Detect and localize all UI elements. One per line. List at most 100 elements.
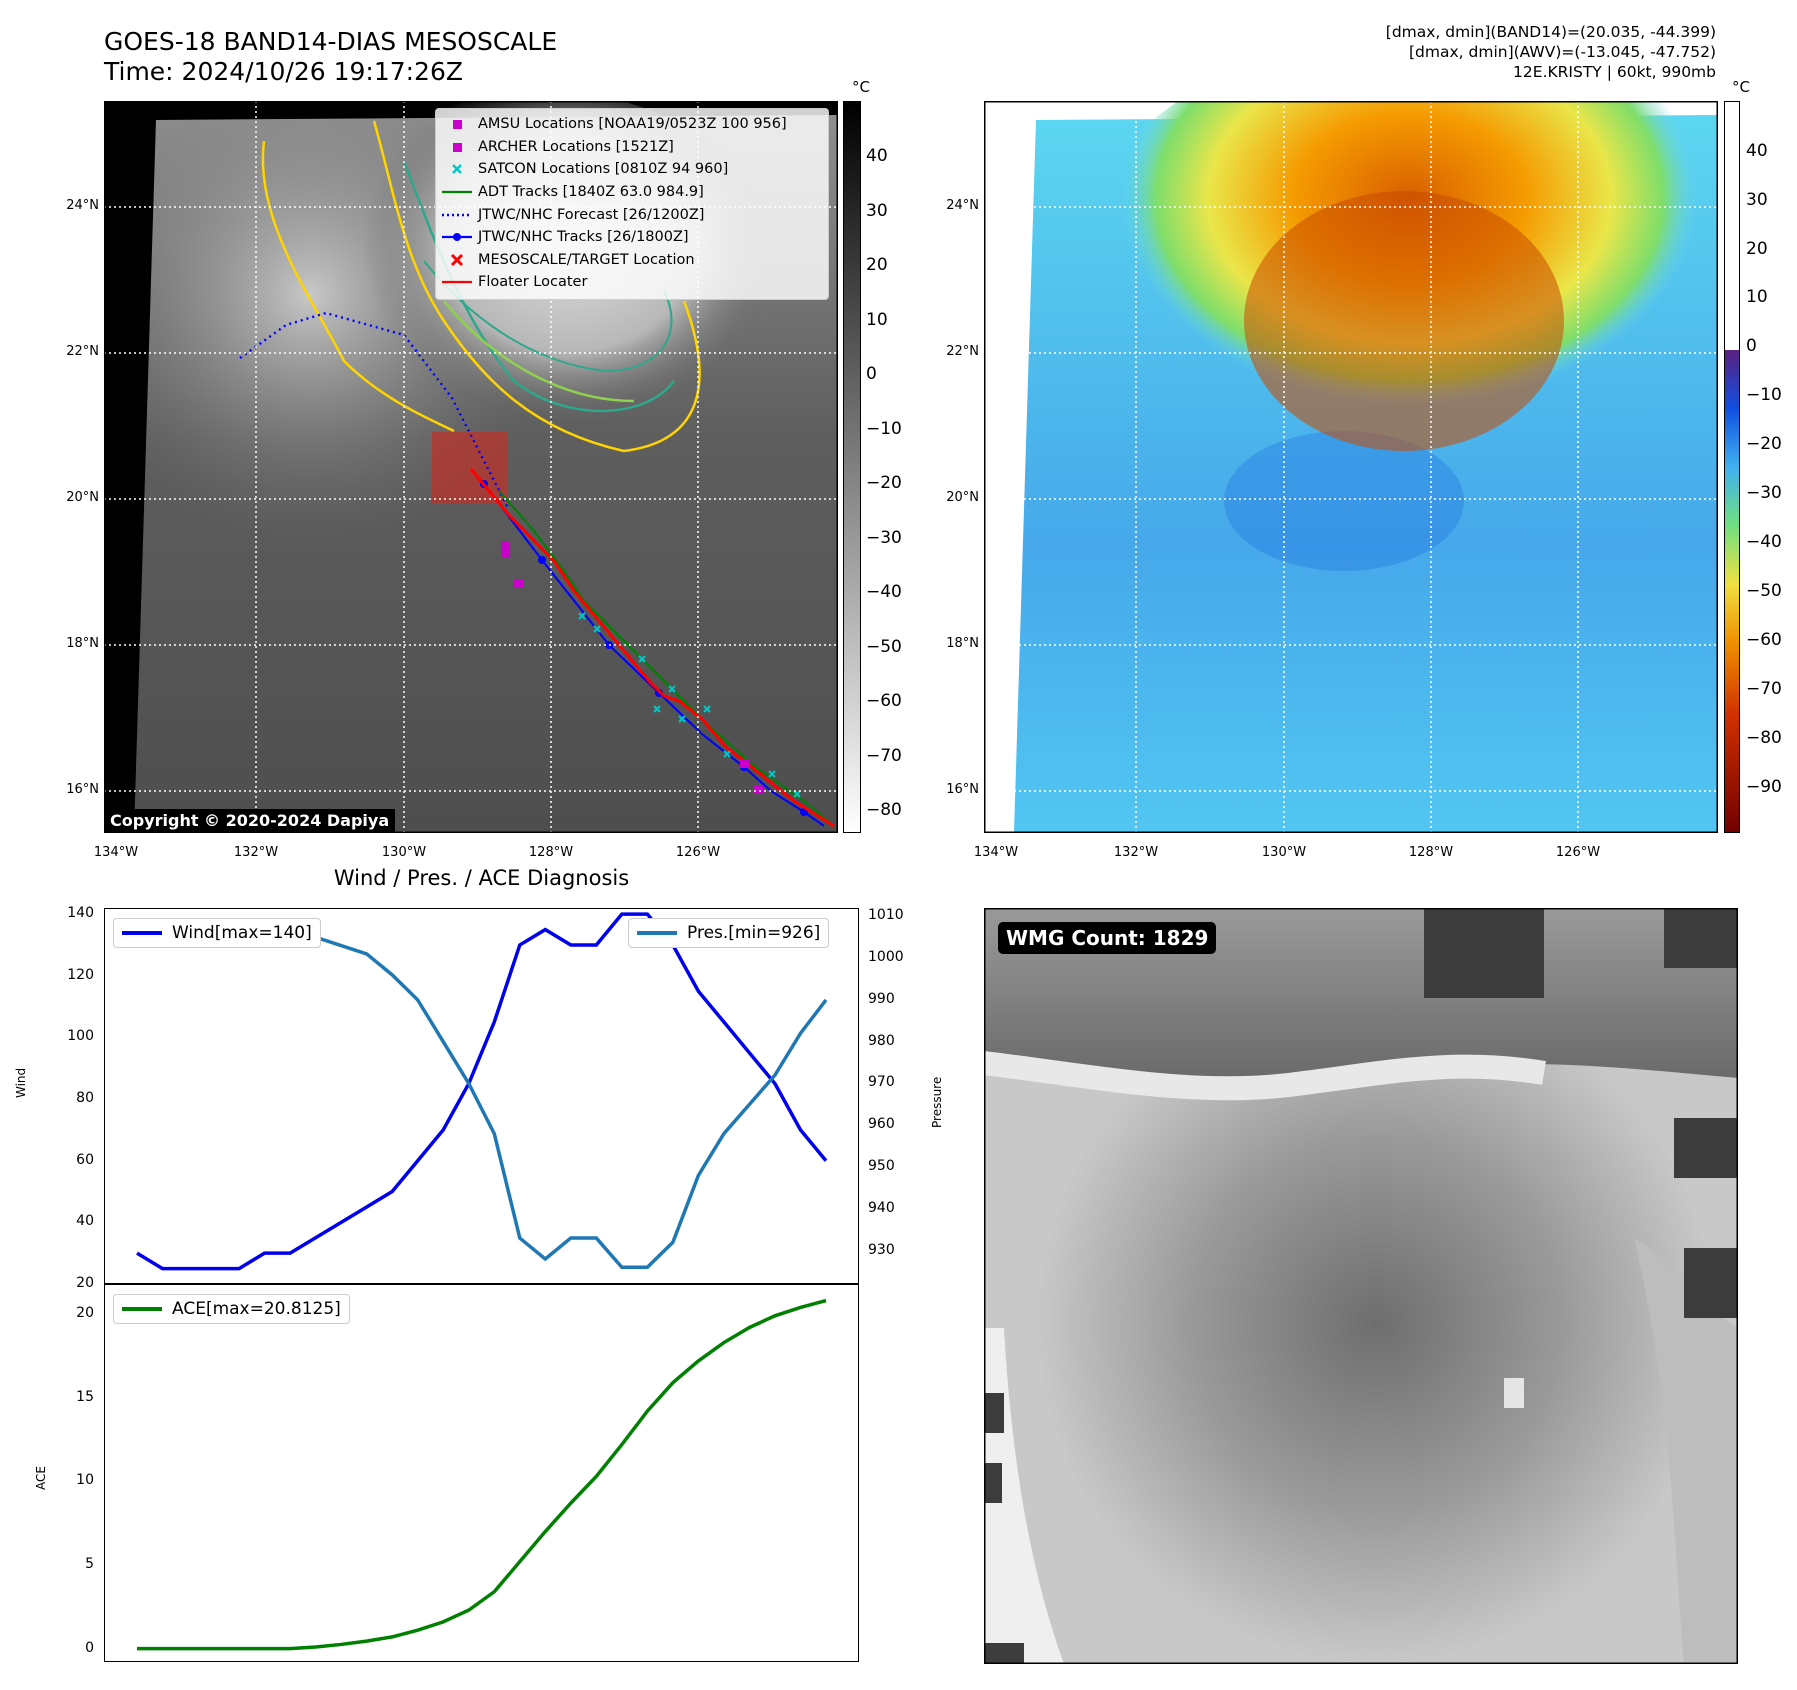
legend-entry: SATCON Locations [0810Z 94 960] xyxy=(436,158,828,181)
pressure-axis-label: Pressure xyxy=(930,1076,944,1128)
pressure-tick-label: 960 xyxy=(868,1116,895,1133)
awv-colorbar-tick: −30 xyxy=(1746,483,1782,503)
awv-range: [dmax, dmin](AWV)=(-13.045, -47.752) xyxy=(1409,43,1716,61)
ir-colorbar xyxy=(843,101,861,833)
pressure-tick-label: 990 xyxy=(868,990,895,1007)
pressure-legend-label: Pres.[min=926] xyxy=(687,923,821,943)
lat-tick-label: 18°N xyxy=(946,636,979,651)
awv-colorbar-tick: −60 xyxy=(1746,630,1782,650)
lat-tick-label: 16°N xyxy=(66,782,99,797)
lat-tick-label: 20°N xyxy=(66,490,99,505)
legend-symbol-x xyxy=(436,249,478,271)
ace-series-line xyxy=(137,1298,827,1651)
lat-tick-label: 16°N xyxy=(946,782,979,797)
wmg-panel xyxy=(984,908,1738,1664)
lat-tick-label: 20°N xyxy=(946,490,979,505)
legend-symbol-dotted xyxy=(436,204,478,226)
pressure-legend: Pres.[min=926] xyxy=(628,918,830,948)
ir-colorbar-tick: 20 xyxy=(866,255,888,275)
awv-colorbar-tick: 10 xyxy=(1746,287,1768,307)
awv-colorbar-tick: −80 xyxy=(1746,728,1782,748)
legend-symbol-square xyxy=(436,113,478,135)
ace-tick-label: 5 xyxy=(85,1555,94,1572)
wind-legend: Wind[max=140] xyxy=(113,918,321,948)
legend-label: AMSU Locations [NOAA19/0523Z 100 956] xyxy=(478,116,787,133)
lat-tick-label: 24°N xyxy=(946,198,979,213)
legend-label: Floater Locater xyxy=(478,274,588,291)
legend-label: MESOSCALE/TARGET Location xyxy=(478,251,695,268)
lon-tick-label: 130°W xyxy=(381,845,427,860)
legend-entry: MESOSCALE/TARGET Location xyxy=(436,249,828,272)
lon-tick-label: 134°W xyxy=(93,845,139,860)
ace-frame xyxy=(104,1284,859,1662)
legend-entry: JTWC/NHC Forecast [26/1200Z] xyxy=(436,203,828,226)
awv-colorbar-tick: −90 xyxy=(1746,777,1782,797)
ir-colorbar-tick: 40 xyxy=(866,146,888,166)
awv-colorbar-tick: −70 xyxy=(1746,679,1782,699)
legend-label: JTWC/NHC Tracks [26/1800Z] xyxy=(478,229,689,246)
figure-title: GOES-18 BAND14-DIAS MESOSCALE xyxy=(104,27,558,56)
legend-symbol-line-dot xyxy=(436,226,478,248)
awv-colorbar-tick: 40 xyxy=(1746,141,1768,161)
lat-tick-label: 24°N xyxy=(66,198,99,213)
awv-map-panel xyxy=(984,101,1718,833)
legend-entry: Floater Locater xyxy=(436,271,828,294)
pressure-tick-label: 940 xyxy=(868,1199,895,1216)
ir-colorbar-tick: −70 xyxy=(866,745,902,766)
legend-entry: JTWC/NHC Tracks [26/1800Z] xyxy=(436,226,828,249)
pressure-legend-swatch xyxy=(637,931,677,935)
band14-range: [dmax, dmin](BAND14)=(20.035, -44.399) xyxy=(1385,23,1716,41)
wind-tick-label: 60 xyxy=(76,1151,94,1168)
awv-colorbar-unit: °C xyxy=(1732,78,1750,96)
legend-label: ARCHER Locations [1521Z] xyxy=(478,138,674,155)
awv-colorbar-tick: −50 xyxy=(1746,581,1782,601)
lon-tick-label: 132°W xyxy=(1113,845,1159,860)
awv-colorbar-tick: 0 xyxy=(1746,336,1757,356)
wind-tick-label: 100 xyxy=(67,1028,94,1045)
legend-symbol-line xyxy=(436,181,478,203)
lon-tick-label: 128°W xyxy=(1408,845,1454,860)
wind-tick-label: 40 xyxy=(76,1213,94,1230)
ir-colorbar-tick: 10 xyxy=(866,309,888,330)
diagnosis-title: Wind / Pres. / ACE Diagnosis xyxy=(333,866,630,890)
pressure-tick-label: 930 xyxy=(868,1241,895,1258)
ir-colorbar-tick: −50 xyxy=(866,636,902,657)
ace-tick-label: 20 xyxy=(76,1305,94,1322)
pressure-tick-label: 980 xyxy=(868,1032,895,1049)
ir-colorbar-tick: −30 xyxy=(866,527,902,548)
lon-tick-label: 126°W xyxy=(675,845,721,860)
ir-colorbar-tick: 30 xyxy=(866,200,888,221)
wind-pressure-frame xyxy=(104,908,859,1284)
lon-tick-label: 130°W xyxy=(1261,845,1307,860)
wind-pressure-chart xyxy=(104,908,859,1284)
ace-tick-label: 0 xyxy=(85,1639,94,1656)
ir-colorbar-tick: −80 xyxy=(866,800,902,820)
legend-symbol-cross xyxy=(436,158,478,180)
pressure-tick-label: 1000 xyxy=(868,949,904,966)
legend-entry: AMSU Locations [NOAA19/0523Z 100 956] xyxy=(436,113,828,136)
ir-colorbar-tick: −40 xyxy=(866,582,902,602)
legend-label: SATCON Locations [0810Z 94 960] xyxy=(478,161,729,178)
lon-tick-label: 128°W xyxy=(528,845,574,860)
figure-time: Time: 2024/10/26 19:17:26Z xyxy=(104,57,463,86)
awv-colorbar-tick: −10 xyxy=(1746,385,1782,405)
lon-tick-label: 132°W xyxy=(233,845,279,860)
pressure-tick-label: 970 xyxy=(868,1074,895,1091)
ir-colorbar-unit: °C xyxy=(852,78,870,96)
ace-legend-label: ACE[max=20.8125] xyxy=(172,1299,341,1319)
lat-tick-label: 18°N xyxy=(66,636,99,651)
lon-tick-label: 126°W xyxy=(1555,845,1601,860)
awv-colorbar xyxy=(1724,101,1740,833)
ace-chart xyxy=(104,1284,859,1662)
map-legend: AMSU Locations [NOAA19/0523Z 100 956] ARC… xyxy=(435,108,829,300)
legend-symbol-line xyxy=(436,271,478,293)
legend-label: JTWC/NHC Forecast [26/1200Z] xyxy=(478,206,705,223)
ir-colorbar-tick: −60 xyxy=(866,691,902,711)
ace-legend: ACE[max=20.8125] xyxy=(113,1294,350,1324)
legend-symbol-square xyxy=(436,136,478,158)
wind-axis-label: Wind xyxy=(14,1067,28,1098)
pressure-tick-label: 1010 xyxy=(868,907,904,924)
legend-entry: ADT Tracks [1840Z 63.0 984.9] xyxy=(436,181,828,204)
wind-series-line xyxy=(136,912,828,1271)
ir-colorbar-tick: −20 xyxy=(866,473,902,493)
